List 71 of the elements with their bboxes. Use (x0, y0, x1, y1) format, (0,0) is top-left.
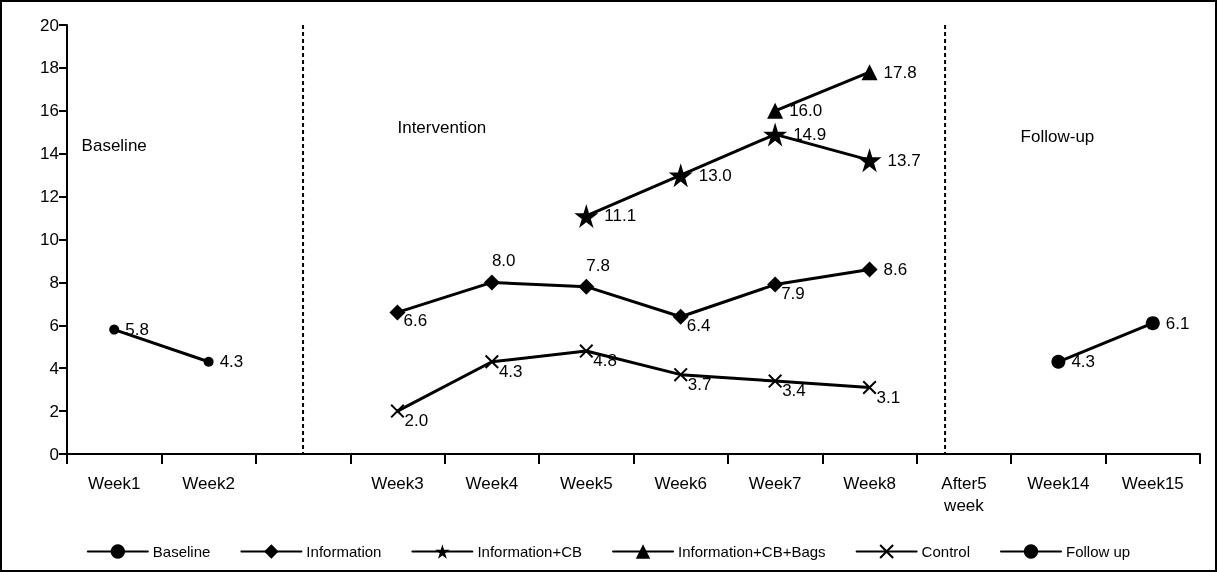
point (484, 354, 499, 369)
legend-label: Information+CB+Bags (678, 543, 826, 560)
data-label: 3.4 (782, 381, 806, 401)
data-label: 13.0 (698, 165, 732, 185)
point (767, 276, 784, 293)
x-tick-label: Week5 (559, 473, 613, 493)
data-label: 7.9 (781, 283, 805, 303)
annotation: Intervention (397, 118, 487, 138)
data-label: 6.1 (1165, 313, 1190, 333)
y-tick-label: 14 (40, 144, 59, 164)
legend-label: Control (921, 543, 970, 560)
data-label: 8.6 (883, 260, 908, 280)
legend-label: Information+CB (477, 543, 583, 560)
point (768, 374, 783, 389)
point (861, 261, 878, 278)
legend-label: Baseline (152, 543, 211, 560)
x-tick-label: Week1 (87, 473, 141, 493)
point (574, 203, 599, 228)
y-tick-label: 4 (49, 358, 59, 378)
point (579, 344, 594, 359)
point (1051, 354, 1066, 369)
point (203, 356, 214, 367)
x-tick-label: Week7 (748, 473, 802, 493)
point (389, 304, 406, 321)
y-tick-label: 18 (40, 58, 59, 78)
data-label: 7.8 (586, 255, 610, 275)
point (109, 324, 120, 335)
data-label: 11.1 (604, 206, 637, 226)
legend-label: Information (306, 543, 382, 560)
data-label: 4.3 (219, 352, 244, 372)
point (1145, 316, 1160, 331)
point (672, 308, 689, 325)
data-label: 2.0 (404, 411, 429, 431)
point (578, 278, 595, 295)
y-tick-label: 8 (49, 272, 59, 292)
y-tick-label: 10 (40, 230, 59, 249)
y-tick-label: 20 (40, 15, 59, 35)
y-tick-label: 6 (49, 315, 59, 335)
x-tick-label: Week3 (371, 473, 424, 493)
data-label: 6.4 (686, 315, 711, 335)
y-tick-label: 2 (49, 401, 59, 421)
x-tick-label: Week15 (1121, 473, 1184, 493)
x-tick-label: Week14 (1027, 473, 1090, 493)
point (862, 380, 877, 395)
data-label: 3.7 (687, 374, 712, 394)
point (763, 122, 788, 147)
point (857, 148, 882, 173)
data-label: 3.1 (876, 387, 901, 407)
data-label: 13.7 (887, 150, 921, 170)
data-label: 14.9 (793, 124, 827, 144)
y-tick-label: 12 (40, 187, 59, 207)
point (673, 367, 688, 382)
y-tick-label: 16 (40, 101, 59, 121)
x-tick-label: Week2 (182, 473, 235, 493)
data-label: 8.0 (491, 251, 516, 271)
point (668, 163, 693, 188)
legend-label: Follow up (1065, 543, 1131, 560)
data-label: 17.8 (883, 62, 917, 82)
x-tick-label: Week6 (654, 473, 708, 493)
annotation: Baseline (81, 135, 147, 155)
x-tick-label: Week8 (843, 473, 896, 493)
data-label: 16.0 (789, 101, 823, 121)
annotation: Follow-up (1020, 127, 1095, 147)
x-tick-label: After5 week (941, 473, 987, 515)
data-label: 4.3 (498, 361, 523, 381)
y-tick-label: 0 (49, 444, 59, 464)
data-label: 6.6 (403, 311, 428, 331)
point (390, 404, 405, 419)
x-tick-label: Week4 (465, 473, 519, 493)
point (483, 274, 500, 291)
data-label: 4.3 (1071, 352, 1096, 372)
